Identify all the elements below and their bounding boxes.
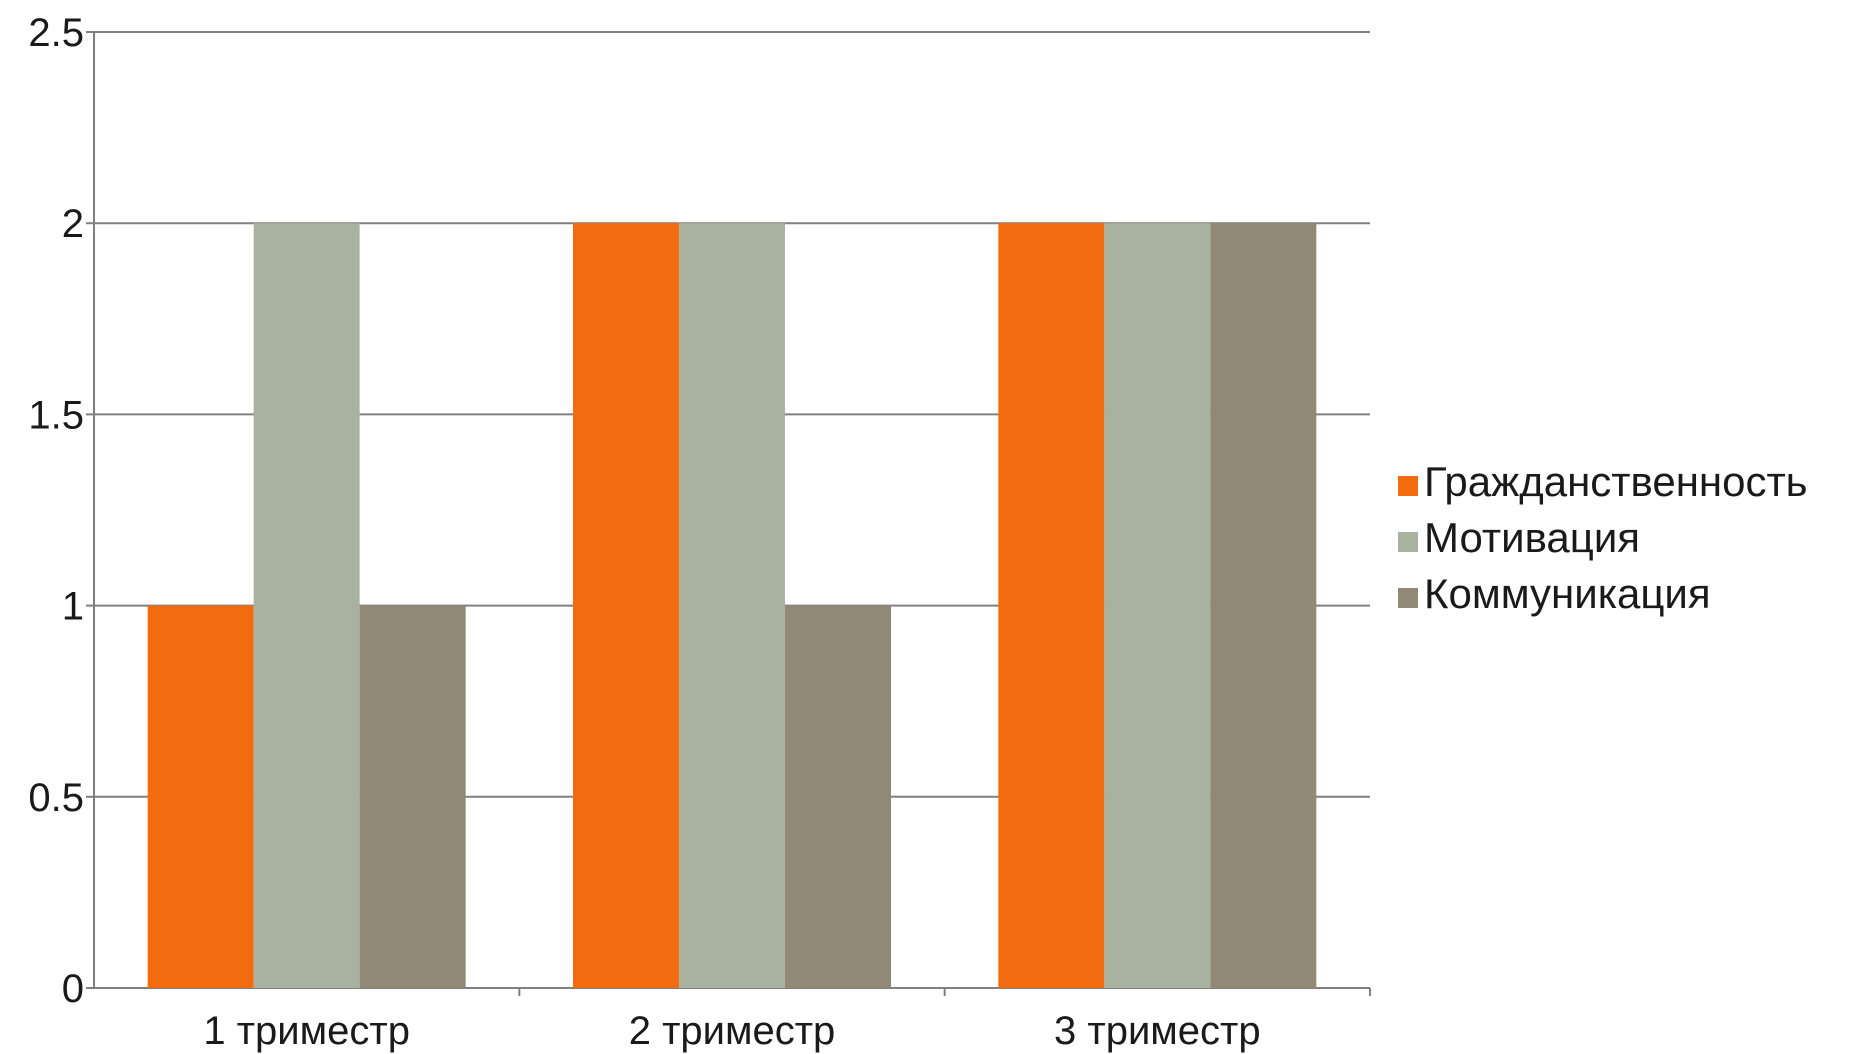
y-tick-label: 2 bbox=[62, 202, 84, 246]
y-tick-label: 0.5 bbox=[28, 776, 84, 820]
legend-swatch-1 bbox=[1398, 476, 1418, 496]
bar-1-2 bbox=[573, 223, 679, 988]
bar-2-3 bbox=[1104, 223, 1211, 988]
legend-label-3: Коммуникация bbox=[1424, 570, 1711, 617]
legend-swatch-2 bbox=[1398, 532, 1418, 552]
bar-3-3 bbox=[1210, 223, 1317, 988]
y-axis-tick-labels: 0 0.5 1 1.5 2 2.5 bbox=[28, 11, 84, 1011]
legend-label-2: Мотивация bbox=[1424, 514, 1640, 561]
x-tick-label: 2 триместр bbox=[629, 1009, 836, 1053]
y-tick-label: 2.5 bbox=[28, 11, 84, 55]
bar-3-1 bbox=[359, 605, 466, 988]
bar-1-3 bbox=[998, 223, 1105, 988]
bar-2-1 bbox=[253, 223, 360, 988]
legend: Гражданственность Мотивация Коммуникация bbox=[1398, 458, 1808, 617]
bar-2-2 bbox=[679, 223, 785, 988]
bar-1-1 bbox=[147, 605, 254, 988]
x-tick-label: 3 триместр bbox=[1054, 1009, 1261, 1053]
y-tick-label: 1.5 bbox=[28, 393, 84, 437]
legend-swatch-3 bbox=[1398, 588, 1418, 608]
bars bbox=[147, 223, 1317, 988]
bar-3-2 bbox=[785, 605, 891, 988]
x-axis-tick-labels: 1 триместр 2 триместр 3 триместр bbox=[203, 1009, 1260, 1053]
legend-label-1: Гражданственность bbox=[1424, 458, 1808, 505]
y-tick-label: 0 bbox=[62, 967, 84, 1011]
x-tick-label: 1 триместр bbox=[203, 1009, 410, 1053]
y-tick-label: 1 bbox=[62, 585, 84, 629]
